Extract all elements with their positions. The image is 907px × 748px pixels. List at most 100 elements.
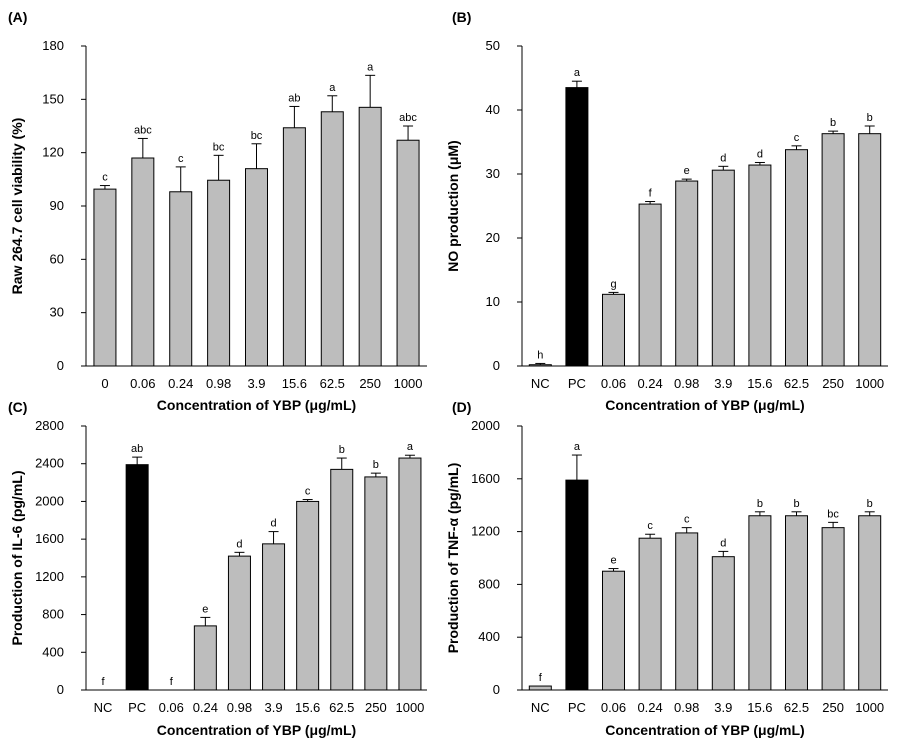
x-tick-label: 15.6 <box>747 700 772 715</box>
x-tick-label: NC <box>531 700 550 715</box>
bar <box>396 139 420 367</box>
bar <box>330 468 354 691</box>
bar <box>528 685 552 691</box>
x-tick-label: 62.5 <box>329 700 354 715</box>
bar <box>821 527 845 691</box>
significance-label: bc <box>213 141 225 153</box>
x-tick-label: 3.9 <box>265 700 283 715</box>
significance-label: c <box>178 153 184 165</box>
y-tick-label: 1200 <box>35 569 64 584</box>
significance-label: abc <box>134 124 152 136</box>
bar <box>245 168 268 367</box>
x-tick-label: 0.98 <box>206 376 231 391</box>
x-tick-label: 250 <box>359 376 381 391</box>
x-tick-label: 0.06 <box>159 700 184 715</box>
y-tick-label: 1600 <box>471 471 500 486</box>
panel-label: (C) <box>8 399 27 415</box>
x-tick-label: 0.24 <box>193 700 218 715</box>
bar <box>565 87 589 367</box>
y-tick-label: 0 <box>493 682 500 697</box>
significance-label: d <box>270 518 276 530</box>
y-tick-label: 120 <box>42 145 64 160</box>
bar <box>131 157 155 367</box>
x-tick-label: 15.6 <box>282 376 307 391</box>
y-tick-label: 30 <box>486 166 500 181</box>
x-tick-label: 15.6 <box>295 700 320 715</box>
bar <box>262 543 286 691</box>
x-axis-title: Concentration of YBP (μg/mL) <box>605 397 804 413</box>
chart-panel-c: (C) f NC ab PC f 0.06 e 0.24 d 0.98 d 3.9 c 15.6 b 62.5 b… <box>8 399 427 738</box>
x-tick-label: 1000 <box>855 700 884 715</box>
x-tick-label: 62.5 <box>784 700 809 715</box>
y-tick-label: 400 <box>478 629 500 644</box>
y-tick-label: 2800 <box>35 418 64 433</box>
significance-label: f <box>170 676 174 688</box>
significance-label: c <box>305 486 311 498</box>
y-axis-title: Production of IL-6 (pg/mL) <box>9 471 25 646</box>
significance-label: abc <box>399 112 417 124</box>
significance-label: f <box>539 672 543 684</box>
x-tick-label: PC <box>568 700 586 715</box>
y-tick-label: 90 <box>50 198 64 213</box>
x-tick-label: 0.24 <box>637 700 662 715</box>
significance-label: c <box>794 132 800 144</box>
y-tick-label: 2000 <box>471 418 500 433</box>
significance-label: b <box>757 498 763 510</box>
x-tick-label: PC <box>128 700 146 715</box>
panel-label: (D) <box>452 399 471 415</box>
significance-label: ab <box>131 443 143 455</box>
bar <box>398 457 422 691</box>
y-tick-label: 50 <box>486 38 500 53</box>
x-axis-title: Concentration of YBP (μg/mL) <box>157 722 356 738</box>
panel-label: (B) <box>452 9 471 25</box>
significance-label: a <box>574 441 581 453</box>
significance-label: c <box>684 514 690 526</box>
significance-label: ab <box>288 92 300 104</box>
bar <box>711 556 735 691</box>
x-tick-label: 3.9 <box>714 700 732 715</box>
y-tick-label: 0 <box>57 682 64 697</box>
significance-label: a <box>407 441 414 453</box>
x-tick-label: 15.6 <box>747 376 772 391</box>
bar <box>364 476 388 691</box>
significance-label: b <box>339 444 345 456</box>
significance-label: f <box>649 188 653 200</box>
bar <box>675 180 699 367</box>
significance-label: a <box>574 67 581 79</box>
y-tick-label: 0 <box>493 358 500 373</box>
y-tick-label: 10 <box>486 294 500 309</box>
bar <box>748 164 772 367</box>
x-tick-label: NC <box>531 376 550 391</box>
bar <box>358 106 382 367</box>
bar <box>227 555 251 691</box>
y-tick-label: 20 <box>486 230 500 245</box>
significance-label: b <box>867 498 873 510</box>
chart-panel-b: (B) h NC a PC g 0.06 f 0.24 e 0.98 d 3.9 d 15.6 c 62.5 b 2… <box>445 9 888 413</box>
significance-label: f <box>102 676 106 688</box>
x-tick-label: 0.98 <box>227 700 252 715</box>
significance-label: c <box>647 520 653 532</box>
x-axis-title: Concentration of YBP (μg/mL) <box>157 397 356 413</box>
bar <box>602 293 625 367</box>
y-tick-label: 400 <box>42 644 64 659</box>
bar <box>602 570 625 691</box>
y-axis-title: NO production (μM) <box>445 140 461 271</box>
x-tick-label: 0.06 <box>601 700 626 715</box>
y-tick-label: 30 <box>50 305 64 320</box>
bar <box>282 127 306 367</box>
x-tick-label: PC <box>568 376 586 391</box>
y-tick-label: 2400 <box>35 456 64 471</box>
y-tick-label: 2000 <box>35 493 64 508</box>
x-tick-label: 1000 <box>395 700 424 715</box>
bar <box>565 479 589 691</box>
y-tick-label: 180 <box>42 38 64 53</box>
x-tick-label: 62.5 <box>784 376 809 391</box>
bar <box>320 111 344 367</box>
bar <box>675 532 699 691</box>
bar <box>748 515 772 691</box>
x-tick-label: 250 <box>822 700 844 715</box>
significance-label: d <box>720 537 726 549</box>
significance-label: d <box>236 538 242 550</box>
x-tick-label: 3.9 <box>247 376 265 391</box>
